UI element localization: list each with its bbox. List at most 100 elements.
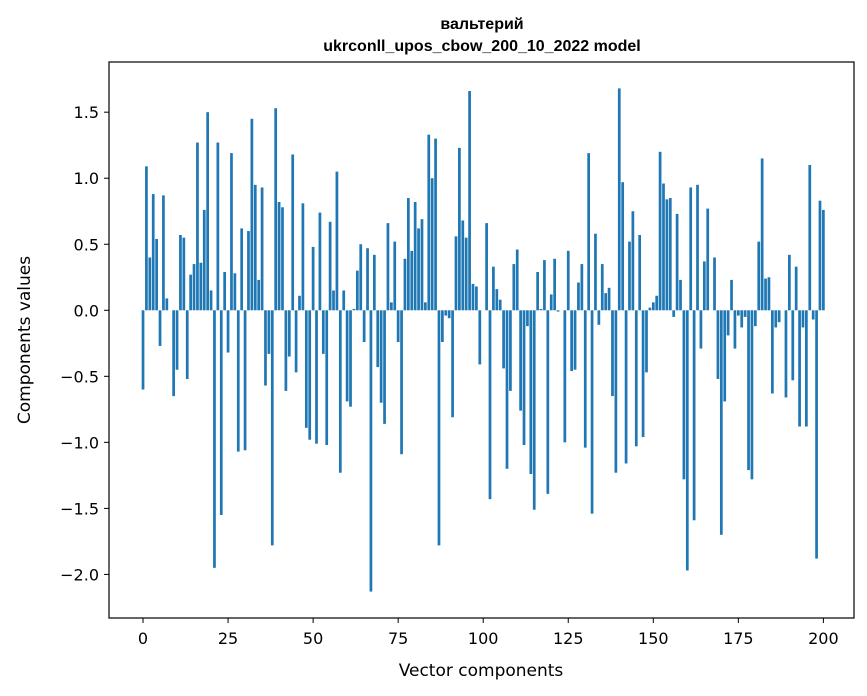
chart-title-line2: ukrconll_upos_cbow_200_10_2022 model	[323, 38, 640, 55]
bar-component-23	[219, 310, 223, 515]
bar-component-20	[209, 290, 213, 311]
bar-component-81	[417, 228, 420, 311]
bar-component-39	[274, 108, 278, 311]
bar-component-193	[798, 310, 801, 427]
bar-component-184	[767, 277, 771, 311]
bar-component-174	[733, 310, 737, 349]
bar-component-150	[651, 302, 655, 311]
bar-component-113	[526, 310, 529, 327]
bar-component-98	[475, 286, 478, 311]
bar-component-84	[427, 134, 431, 311]
bar-component-152	[658, 151, 662, 311]
bar-component-136	[604, 293, 608, 311]
bar-component-181	[757, 241, 761, 311]
bar-component-133	[594, 233, 597, 311]
x-tick-label: 100	[468, 629, 499, 648]
bar-component-187	[777, 310, 781, 323]
bar-component-83	[424, 302, 427, 311]
bar-component-58	[338, 310, 342, 473]
bar-component-126	[570, 310, 574, 372]
y-tick-label: −1.0	[60, 433, 99, 452]
bar-component-72	[386, 223, 390, 311]
plot-frame	[108, 61, 855, 619]
bar-component-145	[634, 310, 638, 447]
bar-component-163	[696, 184, 699, 311]
bar-component-57	[335, 171, 339, 311]
bar-component-102	[488, 310, 492, 500]
bar-component-189	[784, 310, 788, 398]
bar-component-99	[478, 310, 482, 365]
y-tick-label: −2.0	[60, 565, 99, 584]
bar-component-96	[468, 91, 471, 311]
x-tick-label: 150	[638, 629, 669, 648]
bar-component-24	[223, 271, 227, 311]
bar-component-26	[230, 153, 233, 311]
bar-component-185	[771, 310, 774, 394]
bar-component-192	[794, 266, 798, 311]
bar-component-117	[539, 308, 543, 311]
bar-component-110	[515, 249, 519, 311]
bar-component-166	[706, 208, 710, 311]
y-tick-label: −1.5	[60, 499, 99, 518]
bar-component-51	[315, 310, 318, 444]
bar-component-142	[624, 310, 628, 464]
bar-component-29	[240, 228, 244, 311]
bar-component-107	[505, 310, 509, 469]
bar-component-168	[713, 257, 716, 311]
bar-component-25	[226, 310, 230, 353]
bar-component-173	[730, 279, 733, 311]
bar-component-10	[175, 310, 179, 370]
bar-component-144	[631, 211, 635, 311]
bar-component-112	[522, 310, 526, 445]
bar-component-186	[774, 310, 778, 328]
bar-component-67	[369, 310, 373, 592]
bar-component-149	[648, 307, 652, 311]
bar-component-11	[179, 235, 182, 311]
bar-component-198	[815, 310, 818, 559]
bar-component-194	[801, 310, 805, 328]
bar-component-162	[692, 310, 696, 521]
bar-component-179	[750, 310, 754, 480]
bar-component-165	[702, 261, 706, 311]
bar-series	[141, 88, 825, 592]
bar-component-180	[753, 310, 757, 327]
x-axis-ticks: 0 25 50 75 100 125 150 175 200	[138, 618, 839, 648]
bar-component-116	[536, 271, 539, 311]
bar-component-153	[662, 183, 665, 311]
bar-component-35	[260, 187, 264, 311]
bar-component-161	[689, 187, 693, 311]
bar-component-122	[556, 310, 560, 312]
bar-component-178	[747, 310, 750, 471]
bar-component-147	[641, 310, 645, 438]
y-tick-label: 0.5	[74, 235, 99, 254]
bar-component-41	[281, 207, 284, 311]
bar-component-169	[716, 310, 720, 379]
bar-component-91	[451, 310, 454, 418]
bar-component-31	[247, 231, 250, 311]
bar-component-71	[383, 310, 386, 424]
bar-component-164	[699, 310, 703, 349]
bar-component-176	[740, 310, 744, 328]
bar-component-148	[645, 310, 648, 373]
y-axis-label: Components values	[15, 256, 35, 424]
bar-component-1	[145, 166, 148, 311]
bar-component-95	[464, 237, 468, 311]
bar-component-177	[743, 310, 747, 317]
bar-component-44	[291, 154, 295, 311]
bar-component-141	[621, 182, 625, 311]
bar-component-171	[723, 310, 727, 402]
bar-component-55	[328, 221, 332, 311]
chart-title-line1: вальтерий	[440, 16, 523, 33]
bar-component-197	[811, 310, 815, 320]
bar-component-37	[267, 310, 271, 354]
bar-component-86	[434, 138, 437, 311]
bar-component-19	[206, 112, 210, 311]
bar-component-158	[679, 279, 682, 311]
bar-component-5	[158, 310, 162, 346]
bar-component-105	[498, 299, 502, 311]
bar-component-111	[519, 310, 522, 411]
bar-component-52	[318, 212, 322, 311]
bar-component-93	[458, 147, 461, 311]
bar-component-106	[502, 310, 505, 369]
